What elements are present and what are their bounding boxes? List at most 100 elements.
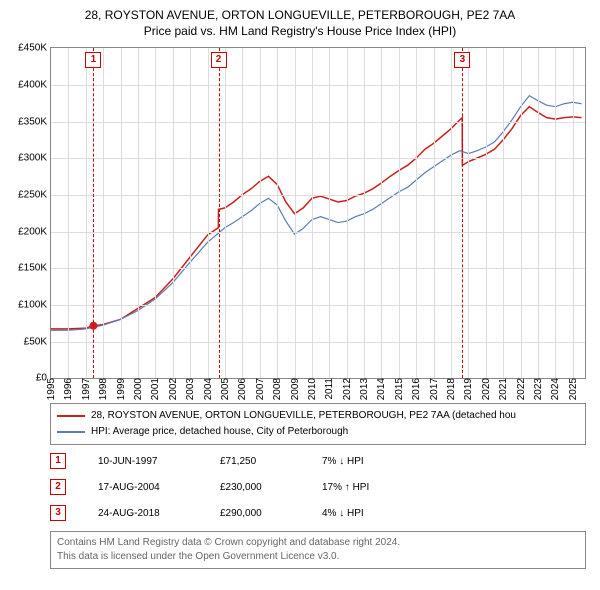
ytick-label: £450K <box>18 43 51 54</box>
xtick-label: 2020 <box>481 378 492 404</box>
xtick-label: 2002 <box>168 378 179 404</box>
legend-row: HPI: Average price, detached house, City… <box>57 424 579 440</box>
xtick-label: 2007 <box>255 378 266 404</box>
gridline-v <box>155 48 156 378</box>
plot-area: £0£50K£100K£150K£200K£250K£300K£350K£400… <box>50 47 586 379</box>
gridline-v <box>538 48 539 378</box>
gridline-v <box>381 48 382 378</box>
attribution-box: Contains HM Land Registry data © Crown c… <box>50 531 586 569</box>
xtick-label: 2022 <box>516 378 527 404</box>
legend-label: 28, ROYSTON AVENUE, ORTON LONGUEVILLE, P… <box>91 408 516 424</box>
series-hpi <box>51 96 582 331</box>
xtick-label: 1999 <box>116 378 127 404</box>
gridline-v <box>242 48 243 378</box>
gridline-v <box>190 48 191 378</box>
event-diff: 7% ↓ HPI <box>322 456 402 467</box>
gridline-v <box>347 48 348 378</box>
event-price: £71,250 <box>220 456 290 467</box>
xtick-label: 2004 <box>203 378 214 404</box>
xtick-label: 2019 <box>463 378 474 404</box>
gridline-v <box>503 48 504 378</box>
gridline-v <box>208 48 209 378</box>
event-row-marker: 1 <box>50 453 66 469</box>
event-date: 10-JUN-1997 <box>98 456 188 467</box>
gridline-v <box>225 48 226 378</box>
event-row: 3 24-AUG-2018 £290,000 4% ↓ HPI <box>50 505 586 521</box>
chart-title-line1: 28, ROYSTON AVENUE, ORTON LONGUEVILLE, P… <box>4 8 596 24</box>
event-price: £290,000 <box>220 508 290 519</box>
xtick-label: 2017 <box>429 378 440 404</box>
ytick-label: £100K <box>18 299 51 310</box>
ytick-label: £250K <box>18 189 51 200</box>
legend-row: 28, ROYSTON AVENUE, ORTON LONGUEVILLE, P… <box>57 408 579 424</box>
xtick-label: 2024 <box>550 378 561 404</box>
gridline-h <box>51 195 585 196</box>
xtick-label: 2014 <box>376 378 387 404</box>
events-list: 110-JUN-1997£71,2507% ↓ HPI217-AUG-2004£… <box>50 453 586 521</box>
gridline-v <box>277 48 278 378</box>
event-row: 217-AUG-2004£230,00017% ↑ HPI <box>50 479 586 495</box>
legend-swatch <box>57 431 85 433</box>
ytick-label: £50K <box>24 336 51 347</box>
gridline-v <box>451 48 452 378</box>
attribution-line1: Contains HM Land Registry data © Crown c… <box>57 536 579 550</box>
gridline-v <box>173 48 174 378</box>
xtick-label: 2010 <box>307 378 318 404</box>
ytick-label: £400K <box>18 79 51 90</box>
event-vline-1 <box>93 48 94 378</box>
ytick-label: £200K <box>18 226 51 237</box>
gridline-v <box>329 48 330 378</box>
gridline-v <box>103 48 104 378</box>
gridline-v <box>416 48 417 378</box>
xtick-label: 2023 <box>533 378 544 404</box>
xtick-label: 1995 <box>46 378 57 404</box>
xtick-label: 2009 <box>290 378 301 404</box>
gridline-h <box>51 342 585 343</box>
gridline-h <box>51 158 585 159</box>
gridline-h <box>51 232 585 233</box>
event-diff: 17% ↑ HPI <box>322 482 402 493</box>
xtick-label: 2021 <box>498 378 509 404</box>
legend: 28, ROYSTON AVENUE, ORTON LONGUEVILLE, P… <box>50 403 586 445</box>
gridline-v <box>260 48 261 378</box>
attribution-line2: This data is licensed under the Open Gov… <box>57 550 579 564</box>
xtick-label: 2015 <box>394 378 405 404</box>
event-marker-2: 2 <box>211 52 227 68</box>
xtick-label: 2012 <box>342 378 353 404</box>
series-svg <box>51 48 585 378</box>
gridline-v <box>364 48 365 378</box>
xtick-label: 1998 <box>98 378 109 404</box>
gridline-v <box>399 48 400 378</box>
event-price: £230,000 <box>220 482 290 493</box>
xtick-label: 2013 <box>359 378 370 404</box>
xtick-label: 2016 <box>411 378 422 404</box>
event-vline-3 <box>462 48 463 378</box>
xtick-label: 2000 <box>133 378 144 404</box>
gridline-v <box>468 48 469 378</box>
gridline-h <box>51 85 585 86</box>
gridline-v <box>121 48 122 378</box>
event-marker-1: 1 <box>85 52 101 68</box>
gridline-h <box>51 305 585 306</box>
xtick-label: 2011 <box>324 378 335 404</box>
gridline-v <box>573 48 574 378</box>
event-marker-3: 3 <box>454 52 470 68</box>
event-row-marker: 3 <box>50 505 66 521</box>
gridline-v <box>486 48 487 378</box>
gridline-v <box>138 48 139 378</box>
ytick-label: £150K <box>18 263 51 274</box>
xtick-label: 1997 <box>81 378 92 404</box>
xtick-label: 2006 <box>237 378 248 404</box>
xtick-label: 2025 <box>568 378 579 404</box>
event-date: 24-AUG-2018 <box>98 508 188 519</box>
xtick-label: 2018 <box>446 378 457 404</box>
gridline-h <box>51 122 585 123</box>
event-vline-2 <box>219 48 220 378</box>
ytick-label: £350K <box>18 116 51 127</box>
gridline-v <box>312 48 313 378</box>
chart-title-line2: Price paid vs. HM Land Registry's House … <box>4 24 596 40</box>
gridline-v <box>521 48 522 378</box>
event-diff: 4% ↓ HPI <box>322 508 402 519</box>
xtick-label: 2001 <box>150 378 161 404</box>
event-row: 1 10-JUN-1997 £71,250 7% ↓ HPI <box>50 453 586 469</box>
